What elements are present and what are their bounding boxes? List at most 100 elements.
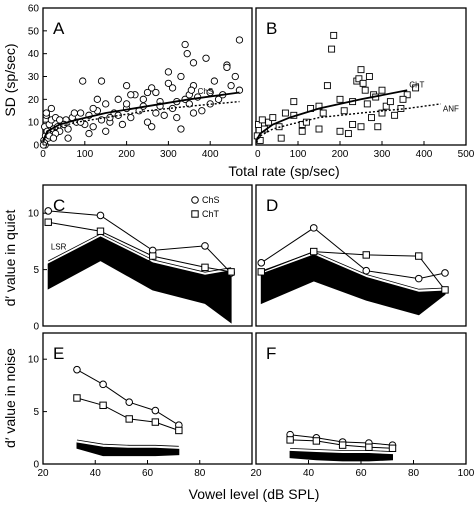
scatter-point: [47, 104, 56, 113]
x-tick-label: 100: [458, 468, 474, 479]
fiber-band: [289, 450, 393, 462]
y-tick-label: 40: [28, 49, 40, 60]
scatter-point: [152, 88, 160, 97]
series-point-cht: [286, 436, 294, 444]
series-point-cht: [338, 441, 347, 449]
scatter-point: [56, 116, 64, 124]
series-point-cht: [125, 415, 133, 423]
x-tick-label: 0: [40, 149, 46, 160]
scatter-point: [148, 84, 156, 92]
x-tick-label: 40: [90, 468, 102, 479]
bottom-x-axis-label: Vowel level (dB SPL): [189, 486, 320, 502]
scatter-point: [235, 36, 244, 44]
band-outline: [48, 233, 232, 273]
y-tick-label: 60: [28, 4, 40, 15]
series-point-chs: [96, 211, 105, 220]
series-point-cht: [415, 252, 423, 260]
scatter-point: [269, 114, 277, 122]
scatter-point: [336, 127, 344, 135]
scatter-point: [122, 100, 131, 108]
x-tick-label: 80: [408, 468, 420, 479]
scatter-point: [89, 123, 97, 131]
scatter-point: [378, 109, 386, 117]
x-tick-label: 200: [118, 149, 135, 160]
fiber-band: [76, 442, 180, 457]
scatter-point: [102, 127, 110, 135]
scatter-point: [164, 68, 173, 76]
scatter-point: [355, 75, 363, 83]
y-tick-label: 0: [33, 460, 39, 471]
panel-letter-a: A: [53, 19, 65, 38]
scatter-point: [255, 120, 262, 128]
series-point-chs: [309, 224, 318, 232]
scatter-point: [265, 118, 273, 126]
scatter-point: [363, 100, 371, 108]
x-tick-label: 100: [76, 149, 93, 160]
scatter-point: [368, 114, 375, 122]
legend-marker-chs: [191, 196, 199, 204]
series-point-chs: [73, 365, 81, 374]
scatter-point: [70, 109, 79, 117]
scatter-point: [64, 125, 72, 133]
scatter-point: [164, 79, 173, 88]
scatter-point: [357, 123, 365, 131]
series-point-cht: [312, 437, 321, 445]
fiber-band: [47, 236, 232, 324]
scatter-point: [189, 109, 198, 117]
scatter-point: [122, 81, 131, 90]
series-point-chs: [125, 398, 134, 406]
scatter-point: [177, 72, 185, 81]
panel-letter-c: C: [53, 196, 65, 215]
series-point-cht: [227, 268, 235, 276]
panel-letter-b: B: [266, 19, 277, 38]
fiber-band: [260, 254, 446, 316]
curve-annotation: ANF: [443, 104, 459, 113]
scatter-point: [231, 72, 239, 81]
scatter-point: [298, 127, 306, 135]
series-point-cht: [151, 418, 160, 426]
scatter-point: [223, 63, 231, 72]
low-y-axis-label: d′ value in noise: [2, 348, 18, 448]
scatter-point: [189, 59, 198, 67]
legend-label: ChS: [202, 195, 220, 205]
panel-letter-f: F: [266, 344, 276, 363]
fit-curve-solid: [42, 91, 240, 141]
scatter-point: [49, 134, 58, 142]
band-outline: [290, 448, 393, 452]
series-point-chs: [362, 266, 371, 275]
scatter-point: [76, 109, 85, 117]
top-x-axis-label: Total rate (sp/sec): [228, 163, 339, 179]
x-tick-label: 80: [194, 468, 206, 479]
series-point-cht: [310, 247, 318, 256]
scatter-point: [118, 120, 127, 129]
x-tick-label: 40: [303, 468, 315, 479]
scatter-point: [227, 81, 235, 90]
y-tick-label: 20: [28, 95, 40, 106]
series-point-cht: [365, 443, 373, 451]
scatter-point: [177, 125, 185, 133]
scatter-point: [202, 54, 210, 62]
x-tick-label: 400: [416, 149, 433, 160]
scatter-point: [330, 31, 338, 39]
scatter-point: [143, 88, 152, 97]
curve-annotation: ChT: [409, 81, 424, 90]
panel-f-frame: [255, 332, 467, 465]
panel-letter-d: D: [266, 196, 278, 215]
scatter-point: [349, 120, 357, 128]
band-annotation: HSR: [134, 259, 151, 268]
legend-label: ChT: [202, 209, 220, 219]
scatter-point: [187, 86, 196, 94]
scatter-point: [42, 109, 50, 117]
y-tick-label: 50: [28, 26, 40, 37]
y-tick-label: 5: [33, 407, 39, 418]
scatter-point: [183, 50, 191, 58]
scatter-point: [173, 113, 181, 122]
scatter-point: [127, 91, 135, 99]
y-tick-label: 5: [33, 265, 39, 276]
scatter-point: [148, 123, 156, 131]
x-tick-label: 20: [37, 468, 49, 479]
scatter-point: [344, 130, 352, 138]
band-annotation: LSR: [51, 242, 67, 251]
scatter-point: [102, 100, 110, 108]
